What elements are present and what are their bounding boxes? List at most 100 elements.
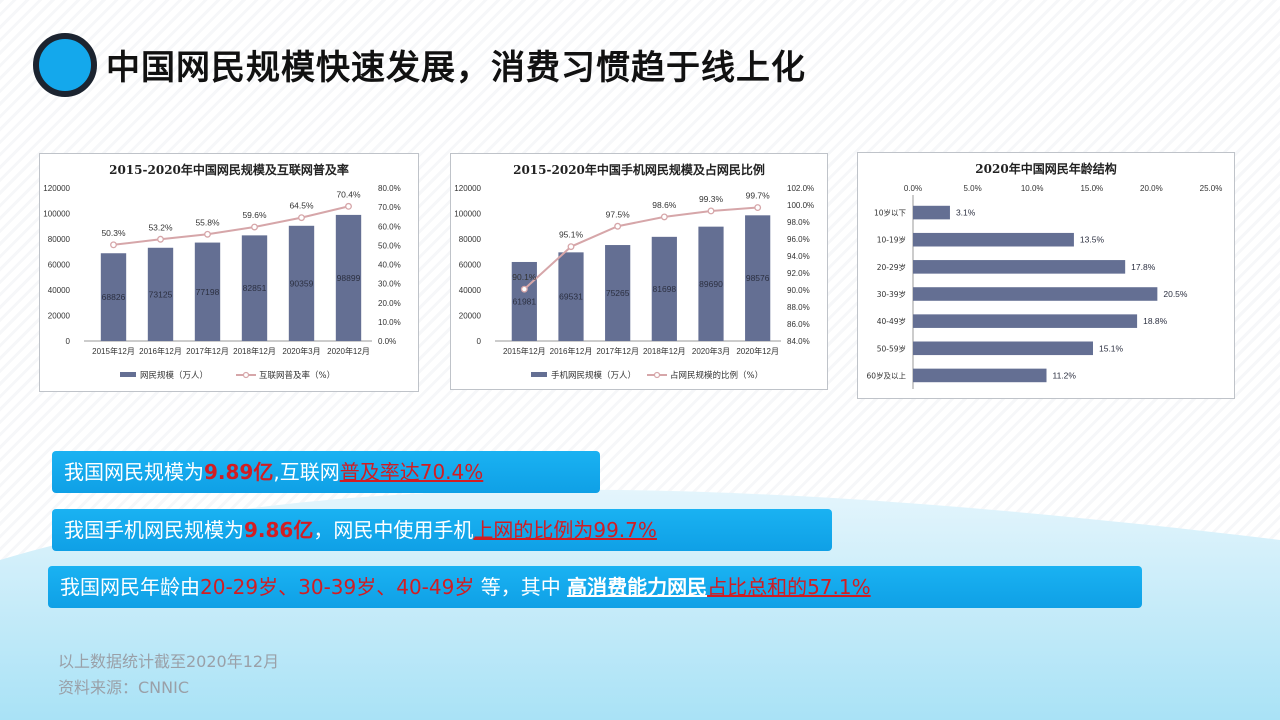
c3-ytick: 10-19岁 [877,235,906,245]
c2-ytick-left: 0 [477,337,482,346]
banner-1-text-b: ,互联网 [273,460,340,484]
c2-bar-label: 81698 [653,284,677,294]
banner-1-text-a: 我国网民规模为 [64,460,204,484]
c1-ytick-left: 0 [66,337,71,346]
c1-title: 2015-2020年中国网民规模及互联网普及率 [109,162,349,177]
c2-bar [558,252,584,341]
c2-bar [511,261,537,341]
banner-1-highlight-rate: 普及率达70.4% [339,460,484,484]
c1-point-label: 64.5% [289,201,314,211]
banner-3-highlight-group: 高消费能力网民 [567,575,708,599]
banner-mobile-users: 我国手机网民规模为9.86亿，网民中使用手机上网的比例为99.7% [52,509,832,551]
c3-ytick: 30-39岁 [877,289,906,299]
c3-bar-label: 13.5% [1080,235,1105,245]
c2-xtick: 2020年12月 [736,346,779,356]
c2-point-label: 95.1% [559,230,584,240]
c1-ytick-right: 20.0% [378,299,401,308]
c3-bar-label: 17.8% [1131,262,1156,272]
c2-point [567,243,575,251]
c1-legend-bar-label: 网民规模（万人） [140,370,208,381]
c2-legend-line-marker [653,371,661,379]
c2-legend-bar-swatch [531,372,547,377]
c1-point [204,230,211,238]
c1-ytick-left: 60000 [48,261,71,270]
c1-point [345,202,352,210]
c2-ytick-right: 98.0% [787,218,810,227]
c2-point [520,285,528,293]
c2-bar [698,226,724,341]
c2-xtick: 2018年12月 [643,346,686,356]
c2-legend-line-label: 占网民规模的比例（%） [670,370,763,381]
c3-bar-label: 11.2% [1053,370,1077,380]
c3-bar [913,260,1126,274]
c1-point-label: 70.4% [336,189,361,199]
c3-bar [913,287,1158,301]
c2-ytick-left: 20000 [459,312,482,321]
c1-point-label: 53.2% [148,222,173,232]
c3-bar-label: 20.5% [1163,289,1188,299]
c1-legend-bar-swatch [120,372,136,377]
c2-bar [605,245,631,341]
c2-legend-bar-label: 手机网民规模（万人） [551,370,636,381]
c3-xtick: 20.0% [1140,184,1163,193]
c2-ytick-left: 40000 [459,286,482,295]
c3-bar-label: 15.1% [1099,343,1124,353]
c3-bar [913,232,1074,247]
c3-ytick: 10岁以下 [874,208,907,218]
c2-point-label: 97.5% [606,209,631,219]
banner-3-text-b: 等，其中 [474,575,568,599]
c1-bar-label: 77198 [196,287,220,297]
c2-bar-label: 98576 [746,273,770,283]
c3-xtick: 10.0% [1021,184,1044,193]
c1-bar-label: 73125 [149,289,173,299]
c1-bar-label: 90359 [290,278,314,288]
c3-bar [913,368,1047,383]
c2-title: 2015-2020年中国手机网民规模及占网民比例 [513,162,765,177]
banner-3-text-a: 我国网民年龄由 [60,575,200,599]
c3-ytick: 50-59岁 [877,343,906,353]
footnote-source: 资料来源：CNNIC [58,678,190,697]
c1-ytick-left: 120000 [43,184,70,193]
c1-xtick: 2020年12月 [327,346,370,356]
c1-ytick-left: 40000 [48,286,71,295]
c3-xtick: 5.0% [963,184,981,193]
c1-ytick-right: 10.0% [378,318,401,327]
chart-mobile-users-svg: 2015-2020年中国手机网民规模及占网民比例 0 20000 40000 60000… [454,162,814,381]
c2-bar-label: 89690 [699,279,723,289]
c1-ytick-right: 50.0% [378,241,401,250]
c1-point-label: 59.6% [242,210,267,220]
c2-ytick-left: 80000 [459,235,482,244]
banner-2-highlight-number: 9.86亿 [244,518,314,542]
banner-2-text-b: ，网民中使用手机 [313,518,474,542]
c1-point-label: 50.3% [101,228,126,238]
c1-legend-line-marker [242,371,250,379]
c1-ytick-right: 30.0% [378,280,401,289]
c1-bar [241,235,268,341]
c2-ytick-right: 90.0% [787,286,810,295]
c3-bar [913,341,1093,356]
c1-point [110,241,117,249]
c1-bar-label: 98899 [337,273,361,283]
c1-point [298,214,305,222]
banner-3-highlight-share: 占比总和的57.1% [707,575,871,599]
c2-bar [651,236,677,341]
c2-ytick-right: 84.0% [787,337,810,346]
c1-ytick-right: 80.0% [378,184,401,193]
c3-ytick: 40-49岁 [877,316,906,326]
c3-ytick: 60岁及以上 [866,370,906,380]
c2-ytick-right: 102.0% [787,184,814,193]
c1-ytick-right: 0.0% [378,337,396,346]
c1-ytick-right: 60.0% [378,222,401,231]
c1-bar [335,214,362,341]
banner-3-highlight-ages: 20-29岁、30-39岁、40-49岁 [200,575,475,599]
c2-bar-label: 61981 [513,296,537,306]
banner-2-highlight-rate: 上网的比例为99.7% [473,518,657,542]
c2-line [523,206,758,290]
c2-ytick-right: 100.0% [787,201,814,210]
c1-line [113,205,349,246]
c2-ytick-right: 94.0% [787,252,810,261]
c2-point-label: 98.6% [652,200,677,210]
c2-point [660,213,668,221]
c2-ytick-right: 96.0% [787,235,810,244]
c1-xtick: 2017年12月 [186,346,229,356]
